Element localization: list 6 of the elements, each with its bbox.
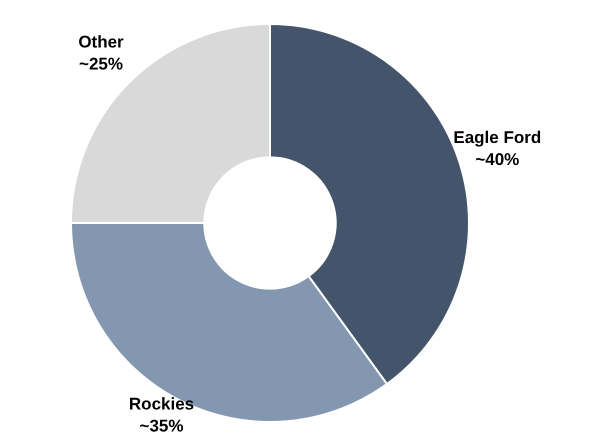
slice-label: Other <box>78 32 124 52</box>
data-label: ~35% <box>140 416 184 436</box>
slice-label: Eagle Ford <box>453 128 542 147</box>
data-label: ~40% <box>475 150 520 169</box>
slice-label: Rockies <box>128 394 194 414</box>
data-label: ~25% <box>79 54 123 74</box>
